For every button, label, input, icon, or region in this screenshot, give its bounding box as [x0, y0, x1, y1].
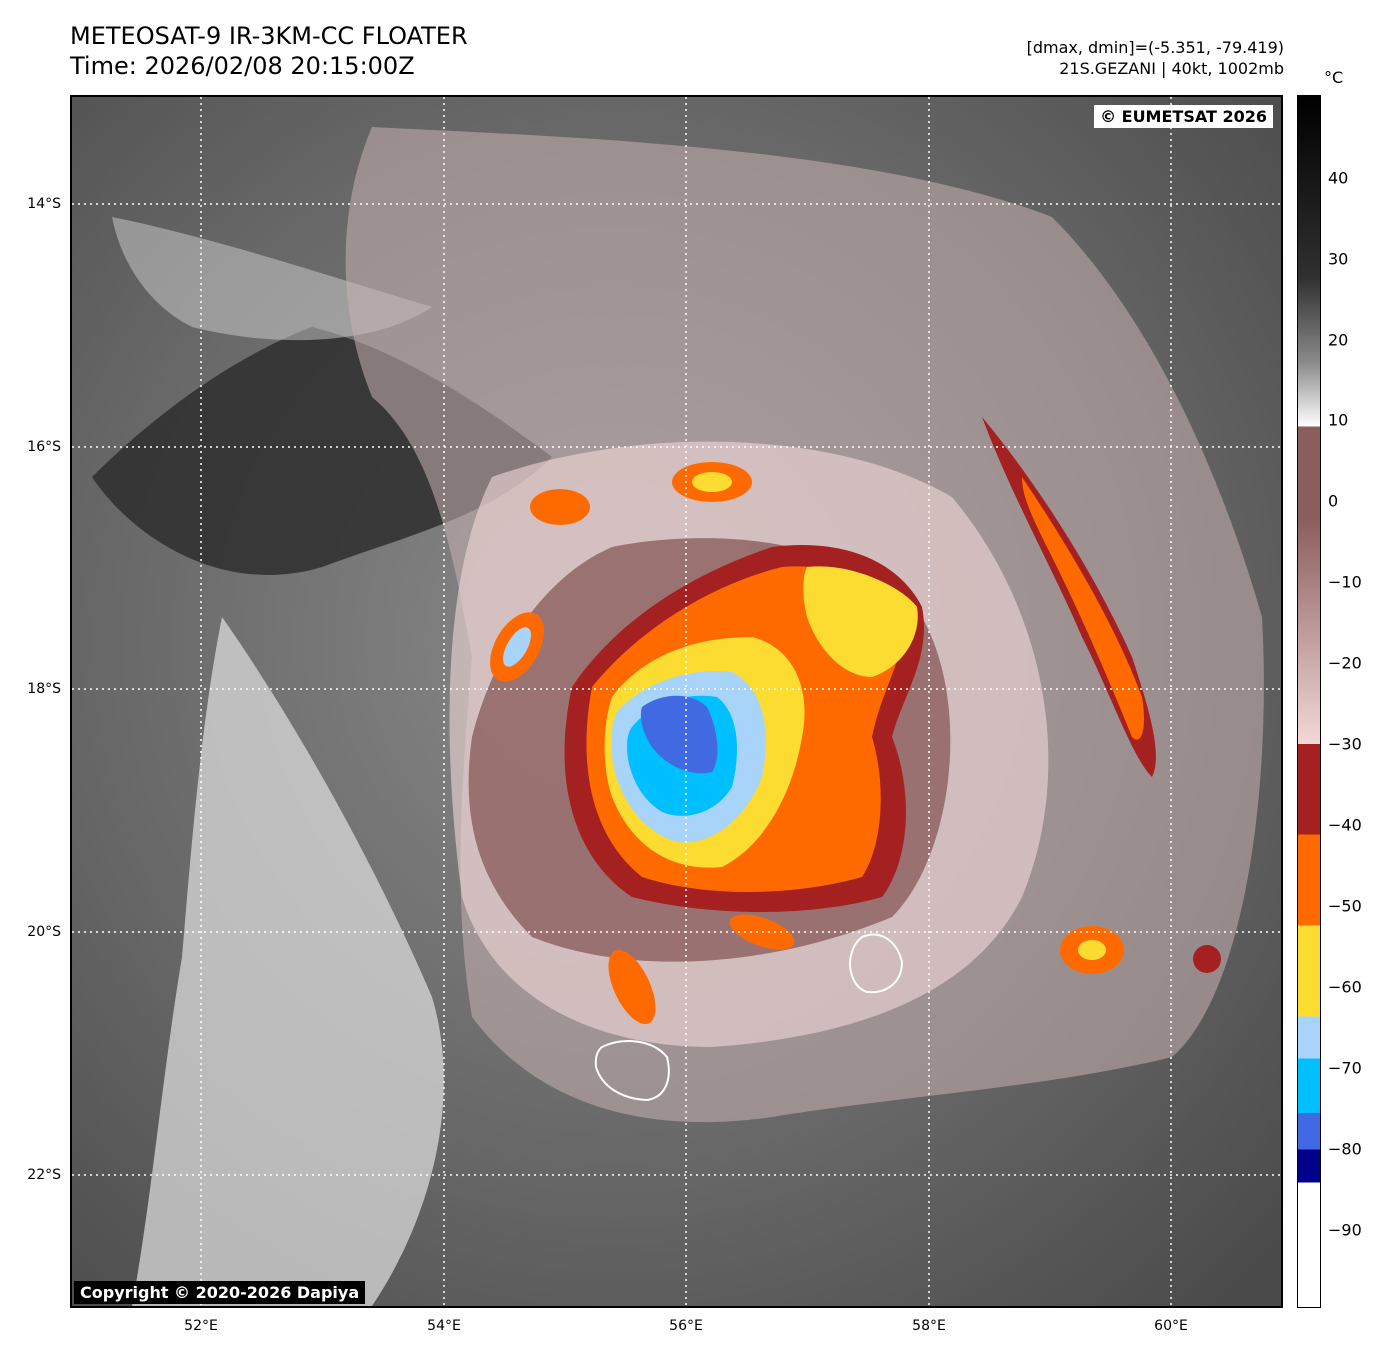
info-line-1: [dmax, dmin]=(-5.351, -79.419): [1026, 38, 1284, 57]
lon-label-58e: 58°E: [912, 1318, 946, 1334]
colorbar-tick: 30: [1328, 249, 1349, 269]
lat-label-18s: 18°S: [27, 681, 61, 697]
cell-7: [1193, 945, 1221, 973]
colorbar-unit: °C: [1324, 68, 1344, 87]
eumetsat-copyright: © EUMETSAT 2026: [1094, 105, 1273, 128]
colorbar-tick: 20: [1328, 330, 1349, 350]
cell-2-core: [692, 472, 732, 492]
colorbar-tick: −70: [1328, 1058, 1362, 1078]
colorbar: [1297, 95, 1321, 1308]
info-line-2: 21S.GEZANI | 40kt, 1002mb: [1059, 59, 1284, 78]
mauritius-outline: [849, 933, 904, 994]
colorbar-tick: −20: [1328, 653, 1362, 673]
east-band-orange: [1022, 477, 1144, 740]
cdo-royalblue: [640, 695, 718, 774]
colorbar-tick: −40: [1328, 815, 1362, 835]
colorbar-tick: 40: [1328, 168, 1349, 188]
cell-1: [530, 489, 590, 525]
title-line-1: METEOSAT-9 IR-3KM-CC FLOATER: [70, 22, 468, 50]
lon-label-56e: 56°E: [669, 1318, 703, 1334]
lon-label-52e: 52°E: [184, 1318, 218, 1334]
colorbar-tick: 10: [1328, 410, 1349, 430]
satellite-imagery: [72, 97, 1281, 1306]
lat-label-22s: 22°S: [27, 1167, 61, 1183]
colorbar-tick: 0: [1328, 491, 1339, 511]
lon-label-54e: 54°E: [427, 1318, 461, 1334]
title-line-2: Time: 2026/02/08 20:15:00Z: [70, 52, 415, 80]
colorbar-tick: −80: [1328, 1139, 1362, 1159]
lat-label-20s: 20°S: [27, 924, 61, 940]
cell-3-core: [503, 627, 531, 667]
colorbar-tick: −50: [1328, 896, 1362, 916]
cell-4-core: [1078, 940, 1106, 960]
cdo-yellow-ne: [803, 566, 918, 677]
dapiya-copyright: Copyright © 2020-2026 Dapiya: [74, 1281, 366, 1304]
lon-label-60e: 60°E: [1154, 1318, 1188, 1334]
reunion-outline: [594, 1040, 670, 1102]
cell-5: [608, 949, 656, 1025]
colorbar-tick: −10: [1328, 572, 1362, 592]
colorbar-tick: −30: [1328, 734, 1362, 754]
colorbar-tick: −90: [1328, 1220, 1362, 1240]
colorbar-tick: −60: [1328, 977, 1362, 997]
lat-label-14s: 14°S: [27, 196, 61, 212]
cloud-band-sw: [132, 617, 444, 1306]
satellite-map[interactable]: © EUMETSAT 2026 Copyright © 2020-2026 Da…: [70, 95, 1283, 1308]
lat-label-16s: 16°S: [27, 439, 61, 455]
